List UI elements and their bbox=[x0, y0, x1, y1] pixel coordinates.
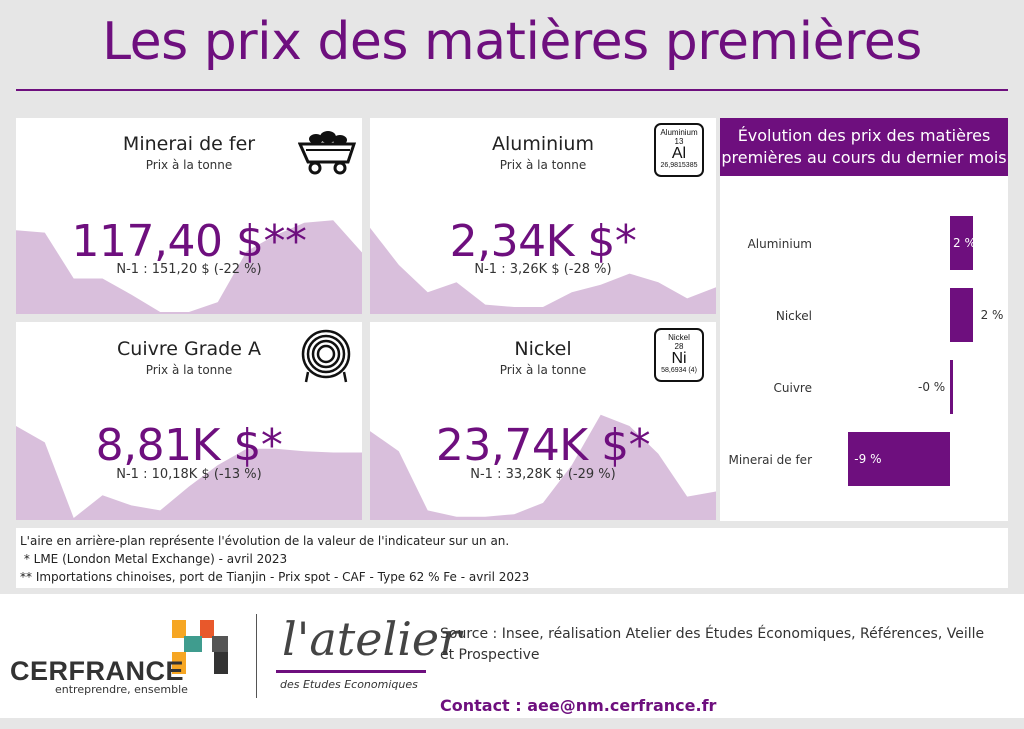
copper-coil-icon bbox=[301, 329, 351, 383]
card-minerai-de-fer: Minerai de fer Prix à la tonne 117,40 $*… bbox=[16, 118, 362, 314]
bar-category-label: Minerai de fer bbox=[728, 453, 812, 467]
aluminium-element-icon: Aluminium 13 Al 26,9815385 bbox=[654, 123, 704, 177]
nickel-element-icon: Nickel 28 Ni 58,6934 (4) bbox=[654, 328, 704, 382]
note-area: L'aire en arrière-plan représente l'évol… bbox=[20, 534, 510, 548]
card-previous-year: N-1 : 33,28K $ (-29 %) bbox=[470, 467, 616, 482]
note-import: ** Importations chinoises, port de Tianj… bbox=[20, 570, 530, 584]
element-mass: 26,9815385 bbox=[660, 162, 698, 169]
monthly-chart-title: Évolution des prix des matières première… bbox=[720, 118, 1008, 176]
bar[interactable] bbox=[950, 360, 953, 414]
footer: CERFRANCE entreprendre, ensemble l'ateli… bbox=[0, 594, 1024, 718]
card-value: 23,74K $* bbox=[435, 420, 651, 471]
card-previous-year: N-1 : 3,26K $ (-28 %) bbox=[474, 262, 612, 277]
notes-box: L'aire en arrière-plan représente l'évol… bbox=[16, 528, 1008, 588]
card-value: 8,81K $* bbox=[95, 420, 283, 471]
element-symbol: Al bbox=[671, 145, 687, 162]
card-value: 2,34K $* bbox=[449, 216, 637, 267]
page-title: Les prix des matières premières bbox=[102, 12, 922, 72]
cerfrance-logo-icon bbox=[172, 620, 228, 674]
bar-category-label: Cuivre bbox=[773, 381, 812, 395]
card-aluminium: Aluminium Prix à la tonne 2,34K $* N-1 :… bbox=[370, 118, 716, 314]
element-symbol: Ni bbox=[671, 350, 687, 367]
element-number: 13 bbox=[674, 137, 684, 146]
element-mass: 58,6934 (4) bbox=[661, 367, 697, 374]
card-cuivre: Cuivre Grade A Prix à la tonne 8,81K $* … bbox=[16, 322, 362, 520]
source-text: Source : Insee, réalisation Atelier des … bbox=[440, 626, 985, 663]
element-name: Nickel bbox=[668, 333, 690, 342]
bar[interactable] bbox=[950, 216, 973, 270]
element-name: Aluminium bbox=[660, 128, 698, 137]
cerfrance-wordmark: CERFRANCE bbox=[10, 656, 185, 686]
atelier-underline bbox=[276, 670, 426, 673]
card-previous-year: N-1 : 151,20 $ (-22 %) bbox=[116, 262, 262, 277]
bar-value-label: -0 % bbox=[918, 380, 946, 394]
cerfrance-tagline: entreprendre, ensemble bbox=[55, 683, 188, 696]
atelier-tagline: des Etudes Economiques bbox=[280, 678, 418, 691]
trend-area bbox=[370, 227, 716, 314]
bar[interactable] bbox=[848, 432, 950, 486]
trend-area bbox=[16, 426, 362, 520]
trend-area bbox=[370, 414, 716, 520]
bar-value-label: -9 % bbox=[854, 452, 882, 466]
element-number: 28 bbox=[674, 342, 684, 351]
card-title: Cuivre Grade A bbox=[117, 338, 261, 360]
bar-value-label: 2 % bbox=[980, 308, 1004, 322]
footer-divider bbox=[256, 614, 257, 698]
mine-cart-icon bbox=[298, 131, 356, 175]
monthly-bar-chart: Aluminium 2 % Nickel 2 % Cuivre -0 % Minerai d… bbox=[720, 176, 1008, 521]
card-title: Minerai de fer bbox=[122, 133, 256, 155]
card-subtitle: Prix à la tonne bbox=[499, 363, 587, 377]
card-previous-year: N-1 : 10,18K $ (-13 %) bbox=[116, 467, 262, 482]
bar-value-label: 2 % bbox=[953, 236, 976, 250]
card-subtitle: Prix à la tonne bbox=[145, 363, 233, 377]
card-value: 117,40 $** bbox=[71, 216, 307, 267]
bar-category-label: Nickel bbox=[775, 309, 812, 323]
bar[interactable] bbox=[950, 288, 973, 342]
card-subtitle: Prix à la tonne bbox=[499, 158, 587, 172]
card-nickel: Nickel Prix à la tonne 23,74K $* N-1 : 3… bbox=[370, 322, 716, 520]
contact-link[interactable]: Contact : aee@nm.cerfrance.fr bbox=[440, 696, 717, 715]
bar-category-label: Aluminium bbox=[747, 237, 812, 251]
card-subtitle: Prix à la tonne bbox=[145, 158, 233, 172]
title-divider bbox=[16, 89, 1008, 91]
card-title: Nickel bbox=[514, 338, 572, 360]
trend-area bbox=[16, 220, 362, 314]
atelier-logo: l'atelier bbox=[282, 612, 462, 666]
card-title: Aluminium bbox=[492, 133, 594, 155]
note-lme: * LME (London Metal Exchange) - avril 20… bbox=[20, 552, 288, 566]
